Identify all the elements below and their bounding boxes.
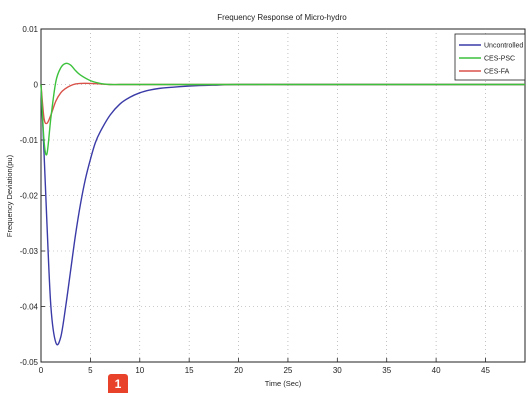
annotation-badge: 1 <box>108 374 128 393</box>
y-tick-label: 0 <box>34 81 39 90</box>
x-axis-label: Time (Sec) <box>265 379 302 388</box>
y-tick-label: -0.05 <box>20 358 39 367</box>
x-tick-label: 45 <box>481 366 490 375</box>
y-tick-label: 0.01 <box>22 25 38 34</box>
x-tick-label: 5 <box>88 366 93 375</box>
y-tick-label: -0.03 <box>20 247 39 256</box>
y-tick-label: -0.02 <box>20 192 39 201</box>
x-tick-label: 25 <box>283 366 292 375</box>
x-tick-label: 40 <box>432 366 441 375</box>
legend-label: Uncontrolled <box>484 43 523 50</box>
legend-box <box>454 33 526 81</box>
x-tick-label: 0 <box>39 366 44 375</box>
series-lines <box>40 62 525 346</box>
series-line-ces-psc <box>40 62 525 156</box>
x-tick-label: 30 <box>333 366 342 375</box>
y-tick-label: -0.04 <box>20 303 39 312</box>
x-tick-label: 10 <box>135 366 144 375</box>
x-tick-label: 35 <box>382 366 391 375</box>
y-axis-label: Frequency Deviation(pu) <box>5 154 14 237</box>
chart-title: Frequency Response of Micro-hydro <box>217 13 347 22</box>
legend: Uncontrolled CES-PSC CES-FA <box>454 33 526 81</box>
legend-label: CES-FA <box>484 69 510 76</box>
y-tick-label: -0.01 <box>20 136 39 145</box>
x-tick-label: 15 <box>185 366 194 375</box>
x-tick-label: 20 <box>234 366 243 375</box>
legend-label: CES-PSC <box>484 56 515 63</box>
